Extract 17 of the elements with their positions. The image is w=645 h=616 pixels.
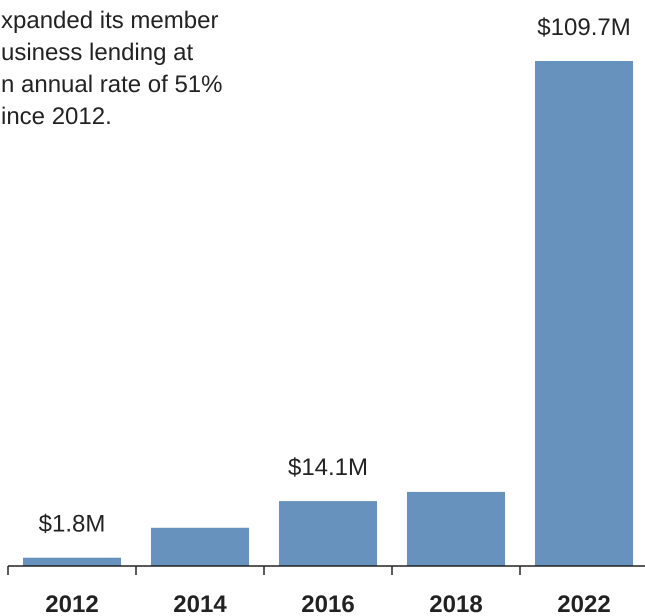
bar [278,501,378,566]
x-tick-label: 2014 [173,591,228,616]
data-label: $1.8M [38,510,106,538]
text: xpanded its member [1,7,218,34]
bar [150,528,250,566]
x-tick-label: 2016 [301,591,355,616]
annotation: usiness lending at [1,39,194,66]
bar [534,61,634,566]
x-tick-label: 2012 [45,591,99,616]
data-label: $109.7M [537,14,631,41]
annotation: n annual rate of 51% [1,71,222,98]
data-label: $14.1M [288,454,368,482]
bar [22,558,122,566]
x-tick-label: 2018 [429,591,483,616]
x-tick-label: 2022 [557,591,611,616]
bar [406,492,506,566]
annotation: ince 2012. [1,103,112,130]
